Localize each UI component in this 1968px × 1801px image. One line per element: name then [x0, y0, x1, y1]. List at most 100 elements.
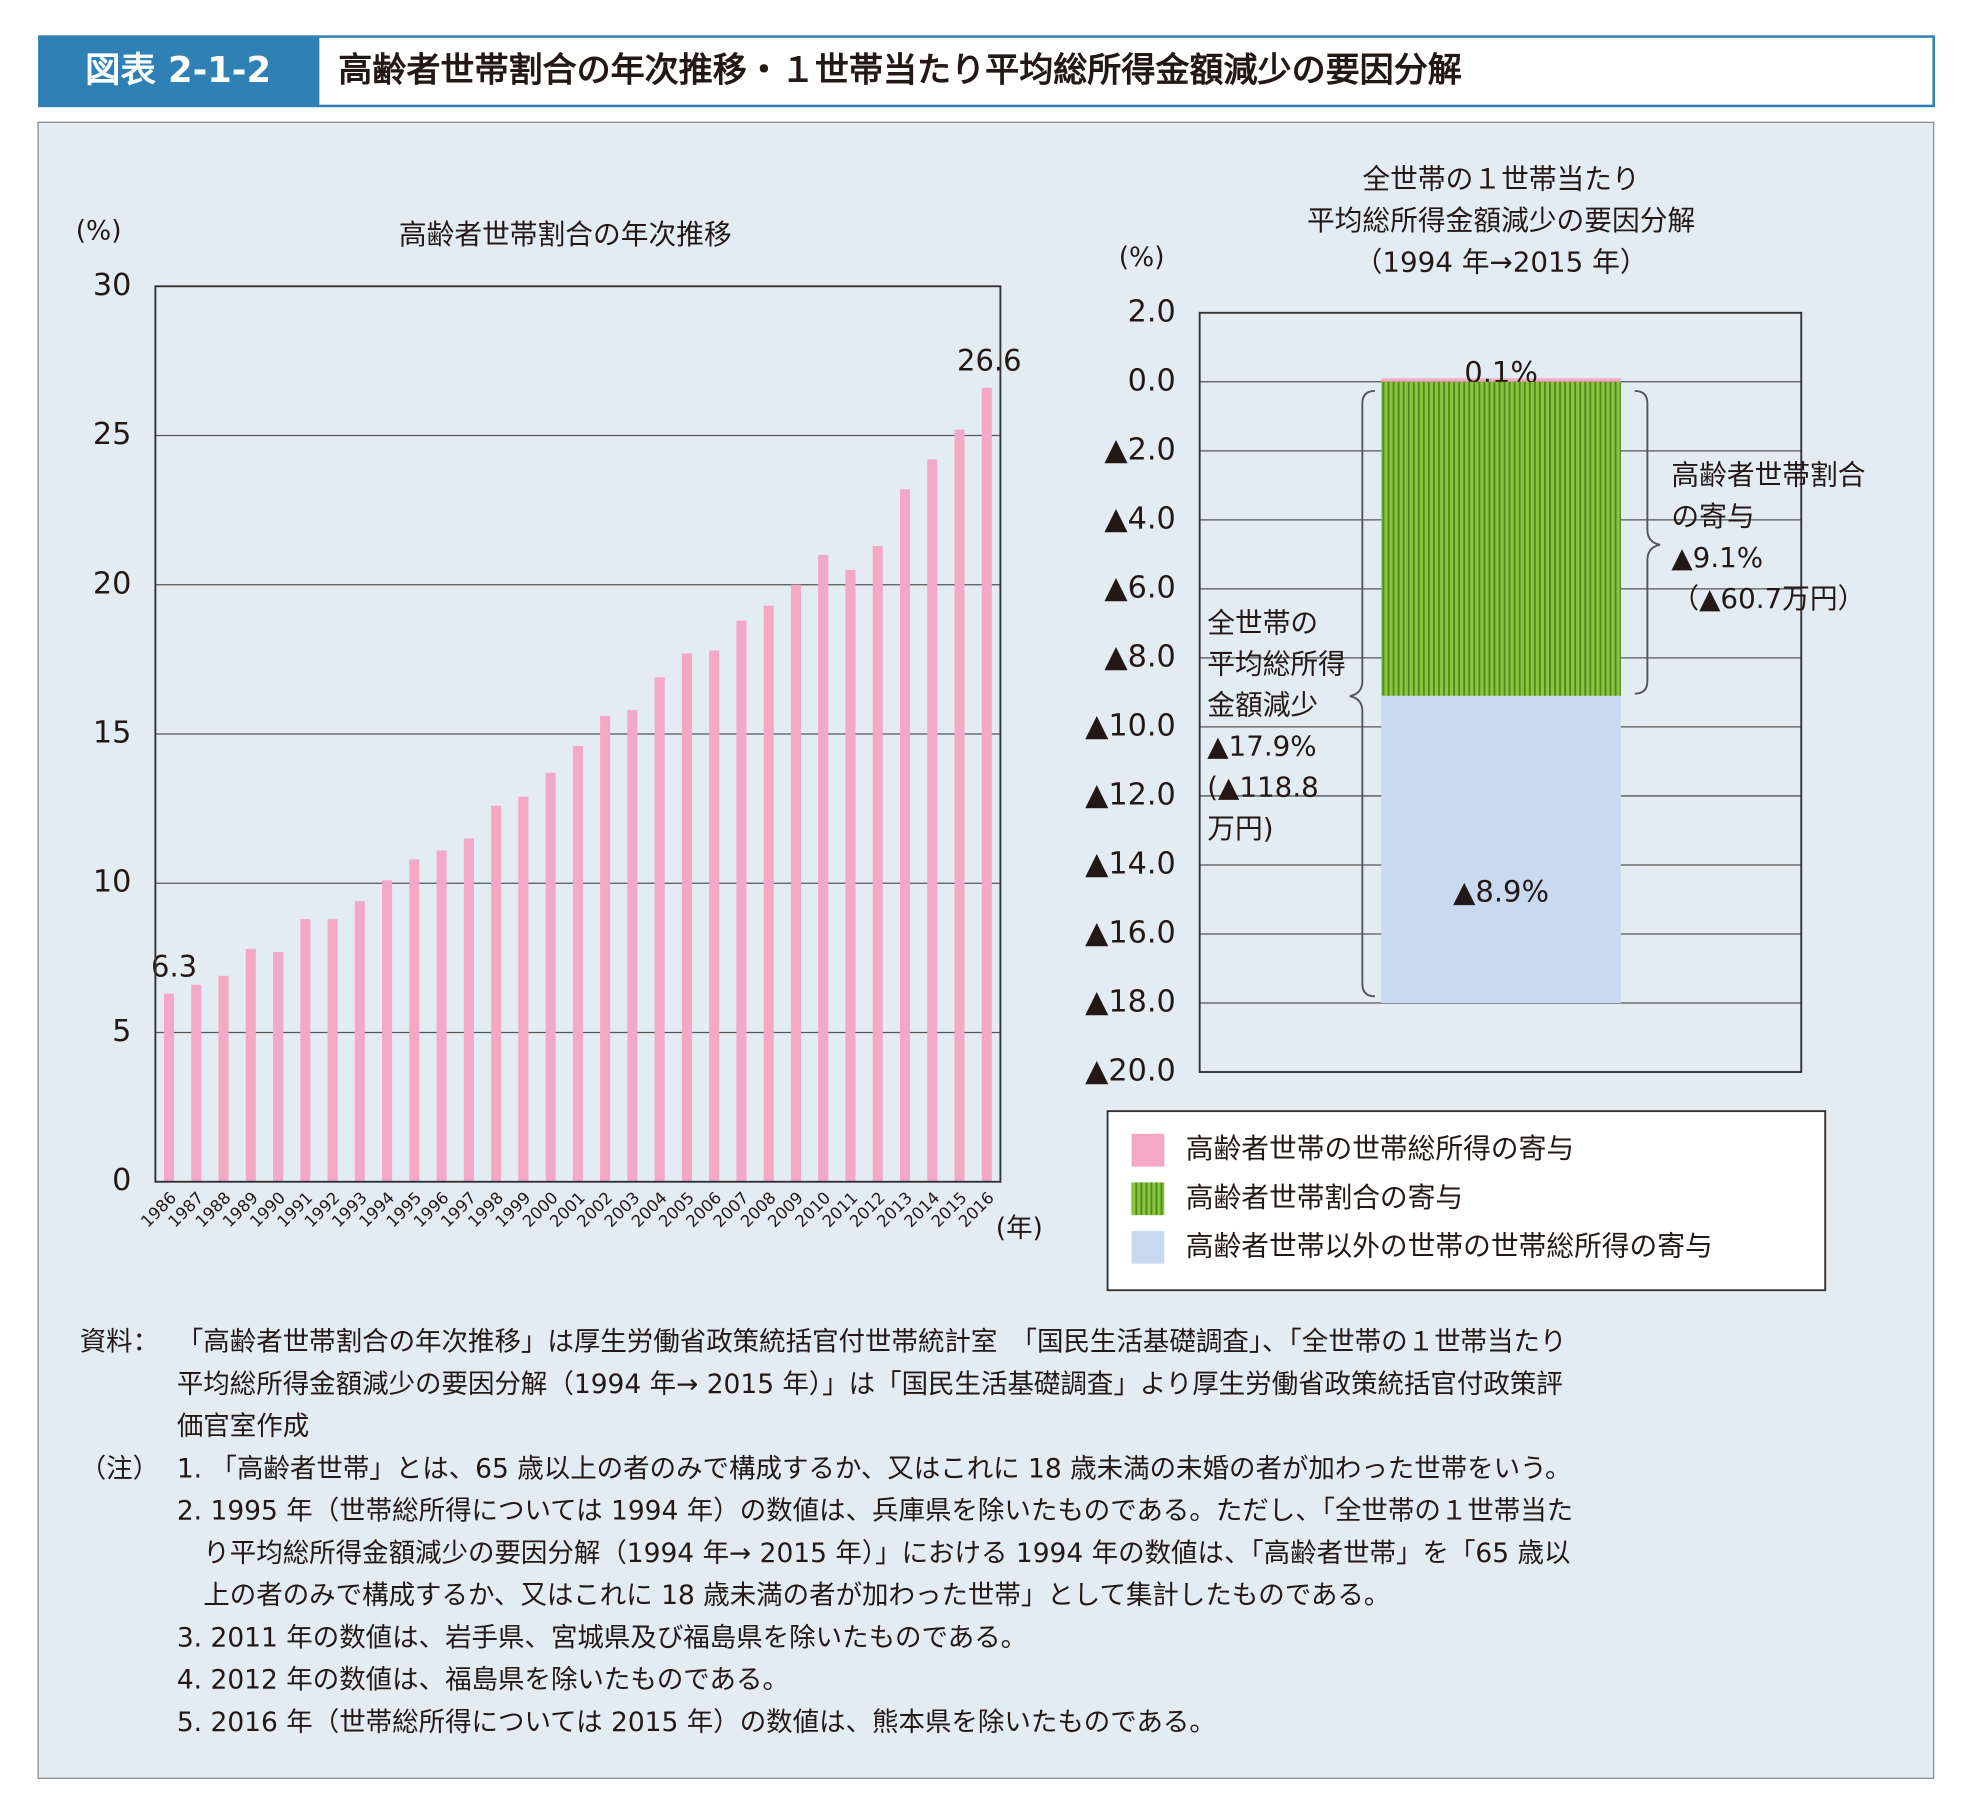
y-tick-label: ▲4.0 — [1104, 501, 1175, 536]
note-line: 価官室作成 — [177, 1411, 309, 1442]
note-line: 平均総所得金額減少の要因分解（1994 年→ 2015 年）」は「国民生活基礎調… — [177, 1369, 1563, 1400]
x-unit: (年) — [996, 1213, 1043, 1244]
bar — [872, 545, 883, 1182]
bar-segment — [1381, 695, 1621, 1004]
annotation: 高齢者世帯割合 — [1671, 459, 1865, 492]
bar — [845, 569, 856, 1182]
bar — [681, 653, 692, 1182]
data-label: ▲8.9% — [1453, 875, 1549, 909]
y-tick-label: 0 — [112, 1163, 131, 1198]
bar — [191, 984, 202, 1182]
note-line: 上の者のみで構成するか、又はこれに 18 歳未満の者が加わった世帯」として集計し… — [177, 1580, 1391, 1611]
y-tick-label: 2.0 — [1128, 294, 1176, 329]
y-tick-label: ▲18.0 — [1085, 985, 1176, 1020]
header-title-box — [316, 35, 1935, 108]
annotation: ▲17.9% — [1207, 730, 1316, 763]
note-line: 4. 2012 年の数値は、福島県を除いたものである。 — [177, 1665, 789, 1696]
y-tick-label: ▲6.0 — [1104, 570, 1175, 605]
note-line: 5. 2016 年（世帯総所得については 2015 年）の数値は、熊本県を除いた… — [177, 1707, 1216, 1738]
annotation: (▲118.8 — [1207, 771, 1319, 804]
annotation: 万円) — [1207, 812, 1273, 845]
bar — [981, 387, 992, 1182]
bar — [954, 429, 965, 1182]
bar — [354, 901, 365, 1182]
y-tick-label: 15 — [93, 716, 132, 751]
bar — [627, 710, 638, 1182]
annotation: （▲60.7万円） — [1671, 582, 1865, 615]
bar — [518, 796, 529, 1182]
plot-frame — [154, 285, 1002, 1183]
bar — [273, 951, 284, 1182]
legend-box — [1106, 1110, 1827, 1292]
data-label: 26.6 — [957, 344, 1022, 378]
chart-title: （1994 年→2015 年） — [1355, 246, 1648, 279]
chart-title: 全世帯の１世帯当たり — [1362, 162, 1639, 195]
note-line: 3. 2011 年の数値は、岩手県、宮城県及び福島県を除いたものである。 — [177, 1622, 1027, 1653]
legend-swatch — [1131, 1230, 1165, 1264]
bracket-right — [1634, 390, 1661, 695]
bar — [218, 975, 229, 1182]
y-tick-label: ▲14.0 — [1085, 846, 1176, 881]
note-line: 2. 1995 年（世帯総所得については 1994 年）の数値は、兵庫県を除いた… — [177, 1496, 1573, 1527]
bar — [709, 650, 720, 1182]
bar — [545, 772, 556, 1182]
header-label-box — [38, 35, 319, 108]
bar — [899, 489, 911, 1182]
note-line: 「高齢者世帯割合の年次推移」は厚生労働省政策統括官付世帯統計室 「国民生活基礎調… — [177, 1327, 1567, 1358]
bar-segment — [1381, 378, 1621, 382]
y-tick-label: ▲10.0 — [1085, 708, 1176, 743]
plot-frame — [1198, 311, 1803, 1073]
y-tick-label: 25 — [93, 417, 132, 452]
legend-swatch — [1131, 1133, 1165, 1167]
y-tick-label: ▲12.0 — [1085, 777, 1176, 812]
bar — [382, 880, 393, 1182]
data-label: 6.3 — [151, 949, 197, 983]
chart-title: 高齢者世帯割合の年次推移 — [399, 218, 732, 251]
note-label: （注） — [80, 1453, 159, 1484]
bar — [790, 584, 802, 1182]
bar — [818, 554, 829, 1182]
y-tick-label: 10 — [93, 865, 132, 900]
annotation: の寄与 — [1671, 500, 1754, 533]
annotation: 金額減少 — [1207, 689, 1318, 722]
note-label: 資料： — [80, 1327, 159, 1358]
bar — [327, 919, 338, 1182]
y-tick-label: ▲16.0 — [1085, 915, 1176, 950]
y-tick-label: ▲8.0 — [1104, 639, 1175, 674]
bar — [572, 745, 583, 1182]
chart-title: 平均総所得金額減少の要因分解 — [1307, 204, 1695, 237]
y-tick-label: ▲20.0 — [1085, 1054, 1176, 1089]
y-tick-label: 5 — [112, 1014, 131, 1049]
y-unit: (%) — [1119, 242, 1165, 273]
bar — [654, 677, 665, 1182]
bracket-left — [1349, 390, 1376, 998]
note-line: り平均総所得金額減少の要因分解（1994 年→ 2015 年）」における 199… — [177, 1538, 1571, 1569]
bar-segment — [1381, 381, 1621, 696]
legend-label: 高齢者世帯の世帯総所得の寄与 — [1186, 1132, 1574, 1165]
y-tick-label: 30 — [93, 268, 132, 303]
bar — [600, 716, 611, 1182]
bar — [763, 605, 774, 1182]
legend-label: 高齢者世帯割合の寄与 — [1186, 1181, 1463, 1214]
bar — [927, 459, 938, 1182]
bar — [491, 805, 502, 1182]
bar — [163, 993, 175, 1182]
bar — [463, 838, 474, 1182]
bar — [245, 948, 256, 1182]
y-tick-label: ▲2.0 — [1104, 432, 1175, 467]
legend-swatch — [1131, 1182, 1165, 1216]
legend-label: 高齢者世帯以外の世帯の世帯総所得の寄与 — [1186, 1229, 1713, 1262]
annotation: ▲9.1% — [1671, 541, 1763, 574]
header-title: 高齢者世帯割合の年次推移・１世帯当たり平均総所得金額減少の要因分解 — [338, 50, 1462, 90]
bar — [300, 919, 311, 1182]
y-unit: (%) — [76, 216, 122, 247]
note-line: 1. 「高齢者世帯」とは、65 歳以上の者のみで構成するか、又はこれに 18 歳… — [177, 1453, 1572, 1484]
y-tick-label: 0.0 — [1128, 363, 1176, 398]
bar — [409, 859, 420, 1182]
y-tick-label: 20 — [93, 566, 132, 601]
bar — [436, 850, 447, 1182]
bar — [736, 620, 747, 1182]
annotation: 全世帯の — [1207, 606, 1318, 639]
header-label: 図表 2-1-2 — [85, 50, 271, 91]
